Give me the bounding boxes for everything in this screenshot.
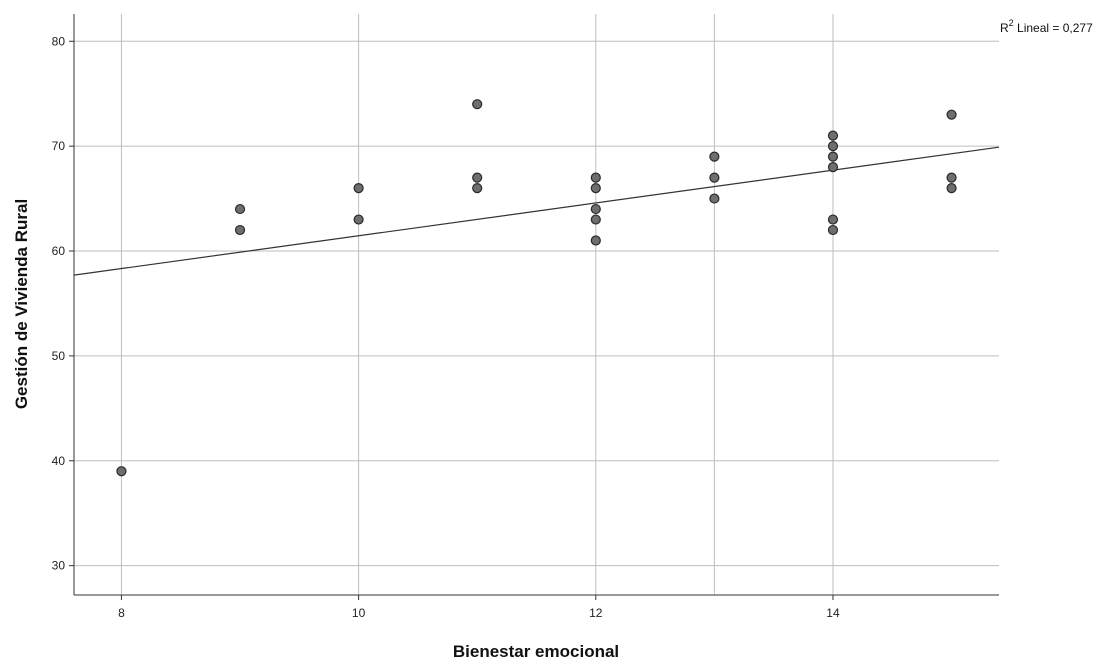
- y-tick-label-50: 50: [52, 349, 66, 363]
- r2-label-suffix: Lineal = 0,277: [1014, 21, 1093, 35]
- data-point-13: [590, 235, 601, 246]
- data-point-15: [709, 172, 720, 183]
- x-tick-label-10: 10: [352, 606, 366, 620]
- data-point-7: [472, 172, 483, 183]
- x-tick-label-12: 12: [589, 606, 603, 620]
- data-point-1: [116, 466, 127, 477]
- data-point-2: [234, 203, 246, 215]
- data-point-11: [590, 203, 601, 215]
- r2-label: R2 Lineal = 0,277: [1000, 18, 1093, 35]
- y-tick-label-40: 40: [52, 454, 66, 468]
- linear-fit-line: [73, 146, 1000, 276]
- tick-layer: 30 40 50 60 70 80 8 10 12 14: [52, 34, 840, 620]
- x-tick-label-14: 14: [826, 606, 840, 620]
- data-point-3: [234, 224, 246, 236]
- data-point-23: [946, 109, 957, 120]
- data-point-5: [353, 214, 364, 225]
- data-point-18: [827, 141, 839, 152]
- data-point-16: [709, 193, 720, 204]
- y-axis-title: Gestión de Vivienda Rural: [12, 199, 31, 409]
- data-point-6: [472, 99, 483, 110]
- data-point-22: [827, 224, 839, 236]
- points-layer: [116, 99, 957, 477]
- data-point-21: [827, 214, 839, 225]
- axes-layer: [73, 14, 999, 596]
- data-point-8: [472, 182, 483, 194]
- y-tick-label-60: 60: [52, 244, 66, 258]
- r2-label-superscript: 2: [1009, 18, 1014, 28]
- data-point-19: [827, 151, 839, 162]
- y-tick-label-30: 30: [52, 559, 66, 573]
- grid-layer: [74, 14, 999, 595]
- data-point-4: [353, 182, 364, 194]
- data-point-12: [590, 214, 601, 225]
- y-tick-label-70: 70: [52, 139, 66, 153]
- data-point-10: [590, 182, 601, 194]
- data-point-20: [827, 162, 839, 173]
- data-point-24: [946, 172, 957, 183]
- r2-label-prefix: R: [1000, 21, 1009, 35]
- x-axis-title: Bienestar emocional: [453, 642, 619, 659]
- data-point-9: [590, 172, 601, 183]
- data-point-14: [709, 151, 720, 162]
- x-tick-label-8: 8: [118, 606, 125, 620]
- data-point-17: [827, 130, 839, 141]
- data-point-25: [946, 182, 957, 194]
- y-tick-label-80: 80: [52, 34, 66, 48]
